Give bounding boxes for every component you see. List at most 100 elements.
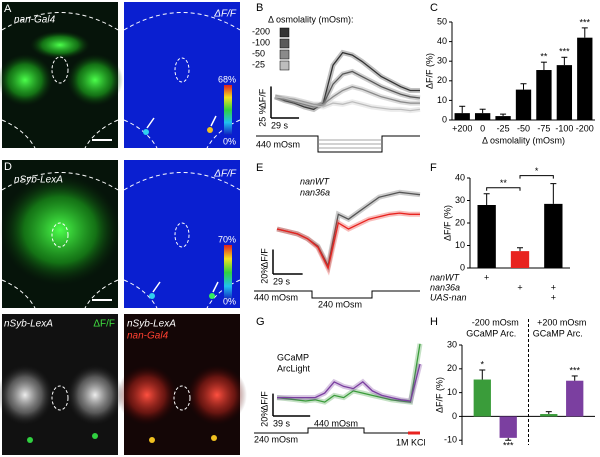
- significance: *: [481, 359, 485, 369]
- image-label: ΔF/F: [93, 319, 115, 330]
- image-label: nan-Gal4: [14, 15, 56, 26]
- legend-swatch: [279, 60, 290, 71]
- x-tick-label: -50: [517, 123, 530, 133]
- bar: [510, 251, 530, 268]
- significance: **: [500, 178, 508, 188]
- x-tick-label: -75: [537, 123, 550, 133]
- genotype-mark: +: [484, 272, 489, 282]
- legend-label: nanWT: [300, 176, 331, 186]
- legend-swatch: [279, 38, 290, 49]
- genotype-mark: +: [517, 282, 522, 292]
- legend-label: GCaMP: [533, 328, 565, 338]
- panel-letter: B: [256, 2, 263, 14]
- genotype-mark: +: [551, 282, 556, 292]
- significance: ***: [503, 441, 514, 451]
- y-tick-label: 0: [452, 411, 457, 421]
- y-axis-label: ΔF/F: [259, 248, 269, 268]
- outline: [51, 222, 69, 248]
- colorbar-min: 0%: [223, 136, 236, 146]
- signal: [92, 433, 98, 439]
- stimulus-trace: [256, 135, 420, 153]
- panel-letter: E: [256, 162, 263, 174]
- y-tick-label: 30: [447, 339, 457, 349]
- y-axis-label: ΔF/F: [259, 391, 269, 411]
- y-scale-label: 20%: [259, 266, 269, 284]
- signal: [67, 365, 123, 425]
- stimulus-label: 440 mOsm: [314, 418, 358, 428]
- outline: [173, 385, 191, 411]
- signal: [143, 129, 149, 135]
- y-scale-label: 20%: [259, 409, 269, 427]
- y-tick-label: 10: [447, 387, 457, 397]
- panel-letter: F: [430, 162, 437, 174]
- trace: [274, 51, 420, 111]
- y-tick-label: 10: [437, 95, 447, 105]
- significance: ***: [580, 17, 591, 27]
- legend-label: -100: [252, 37, 270, 47]
- x-tick-label: -100: [555, 123, 573, 133]
- stimulus-label: 440 mOsm: [254, 292, 298, 302]
- outline: [174, 57, 190, 83]
- legend-label: ArcLight: [277, 363, 311, 373]
- comparison-bracket: [486, 187, 521, 191]
- outline: [1, 12, 119, 149]
- x-tick-label: 0: [480, 123, 485, 133]
- legend-title: Δ osmolality (mOsm):: [268, 14, 354, 24]
- group-label: +200 mOsm: [537, 317, 586, 327]
- y-tick-label: 30: [455, 195, 465, 205]
- bar: [544, 203, 563, 268]
- legend-label: -25: [252, 59, 265, 69]
- y-tick-label: -10: [444, 435, 457, 445]
- legend-label: GCaMP: [466, 328, 498, 338]
- colorbar: [224, 85, 232, 135]
- heatmap: [124, 2, 240, 148]
- y-axis-label: ΔF/F: [257, 88, 267, 108]
- y-tick-label: 40: [437, 36, 447, 46]
- signal: [27, 437, 33, 443]
- genotype-label: nanWT: [430, 272, 461, 282]
- y-tick-label: 20: [437, 75, 447, 85]
- panel-letter: A: [4, 3, 12, 15]
- signal: [149, 437, 155, 443]
- arrow: [152, 281, 219, 293]
- bar: [540, 414, 558, 417]
- image-label: nan-Gal4: [127, 331, 169, 342]
- legend-label: GCaMP: [277, 352, 309, 362]
- image-label: nSyb-LexA: [4, 319, 53, 330]
- panel-letter: D: [4, 161, 12, 173]
- y-axis-label: ΔF/F (%): [442, 205, 452, 241]
- image-label: nSyb-LexA: [127, 319, 176, 330]
- stimulus-trace: [254, 290, 420, 299]
- x-axis-label: Δ osmolality (mOsm): [482, 135, 565, 145]
- legend-swatch: [279, 27, 290, 38]
- bar: [473, 379, 491, 417]
- genotype-label: UAS-nan: [430, 292, 467, 302]
- outline: [174, 222, 190, 248]
- heatmap: [124, 160, 240, 308]
- image-label: ΔF/F: [213, 9, 237, 20]
- x-tick-label: -25: [497, 123, 510, 133]
- stimulus-label: 240 mOsm: [318, 299, 362, 309]
- y-tick-label: 0: [460, 262, 465, 272]
- bar: [536, 70, 552, 120]
- colorbar-min: 0%: [223, 296, 236, 306]
- outline: [1, 172, 119, 309]
- bar: [577, 37, 593, 120]
- outline: [51, 56, 69, 84]
- trace: [274, 86, 420, 105]
- signal: [209, 293, 215, 299]
- panel-letter: C: [430, 2, 438, 14]
- genotype-label: nan36a: [430, 282, 460, 292]
- stimulus-trace: [254, 427, 410, 434]
- image-label: ΔF/F: [213, 169, 237, 180]
- comparison-bracket: [519, 175, 554, 179]
- image-label: nSyb-LexA: [14, 175, 63, 186]
- signal: [187, 365, 247, 425]
- signal: [67, 54, 123, 106]
- significance: ***: [569, 365, 580, 375]
- x-scale-label: 29 s: [271, 120, 289, 130]
- y-tick-label: 30: [437, 56, 447, 66]
- significance: *: [535, 166, 539, 176]
- trace: [277, 363, 421, 402]
